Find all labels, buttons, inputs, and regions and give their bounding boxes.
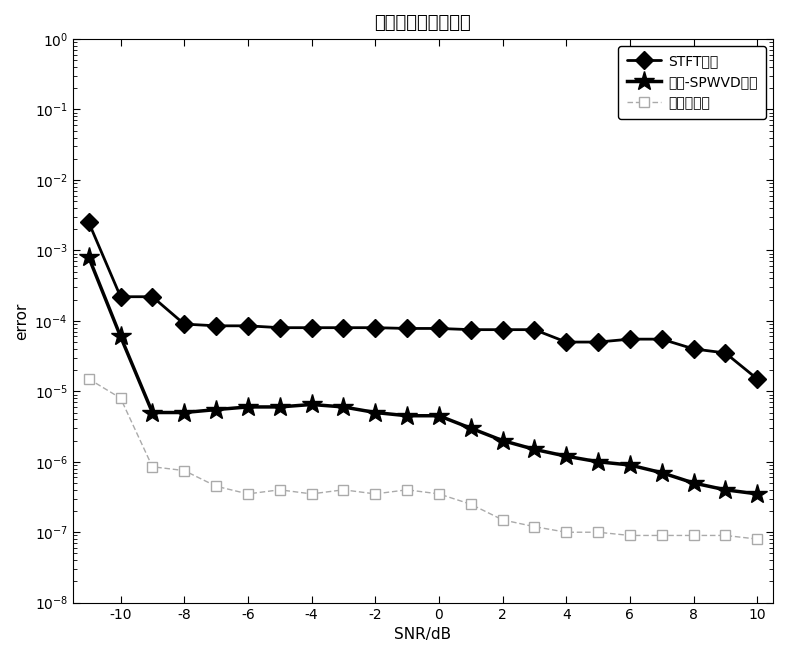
STFT算法 bbox=[402, 325, 412, 333]
本发明算法 bbox=[275, 486, 284, 494]
谱图-SPWVD算法 bbox=[657, 469, 667, 477]
谱图-SPWVD算法 bbox=[116, 333, 125, 340]
谱图-SPWVD算法 bbox=[307, 401, 316, 409]
谱图-SPWVD算法 bbox=[689, 479, 698, 487]
本发明算法 bbox=[466, 501, 475, 508]
Line: 谱图-SPWVD算法: 谱图-SPWVD算法 bbox=[78, 247, 767, 504]
STFT算法 bbox=[466, 326, 475, 334]
本发明算法 bbox=[179, 466, 189, 474]
谱图-SPWVD算法 bbox=[179, 409, 189, 417]
谱图-SPWVD算法 bbox=[466, 424, 475, 432]
谱图-SPWVD算法 bbox=[561, 452, 571, 460]
STFT算法 bbox=[530, 326, 539, 334]
谱图-SPWVD算法 bbox=[84, 253, 94, 261]
Title: 跳周期估计均方误差: 跳周期估计均方误差 bbox=[375, 14, 471, 32]
Line: 本发明算法: 本发明算法 bbox=[84, 374, 762, 544]
谱图-SPWVD算法 bbox=[148, 409, 157, 417]
本发明算法 bbox=[84, 375, 94, 383]
STFT算法 bbox=[84, 218, 94, 226]
Y-axis label: error: error bbox=[14, 302, 29, 340]
STFT算法 bbox=[212, 322, 221, 330]
STFT算法 bbox=[179, 320, 189, 328]
STFT算法 bbox=[434, 325, 444, 333]
STFT算法 bbox=[625, 335, 634, 343]
谱图-SPWVD算法 bbox=[243, 403, 253, 411]
STFT算法 bbox=[275, 324, 284, 332]
本发明算法 bbox=[752, 535, 762, 543]
谱图-SPWVD算法 bbox=[593, 458, 603, 466]
谱图-SPWVD算法 bbox=[498, 437, 508, 445]
谱图-SPWVD算法 bbox=[434, 412, 444, 420]
本发明算法 bbox=[243, 490, 253, 498]
Legend: STFT算法, 谱图-SPWVD算法, 本发明算法: STFT算法, 谱图-SPWVD算法, 本发明算法 bbox=[619, 46, 767, 119]
谱图-SPWVD算法 bbox=[275, 403, 284, 411]
谱图-SPWVD算法 bbox=[212, 405, 221, 413]
本发明算法 bbox=[371, 490, 380, 498]
本发明算法 bbox=[625, 531, 634, 539]
谱图-SPWVD算法 bbox=[338, 403, 348, 411]
本发明算法 bbox=[116, 394, 125, 402]
STFT算法 bbox=[148, 293, 157, 300]
本发明算法 bbox=[498, 516, 508, 523]
谱图-SPWVD算法 bbox=[752, 490, 762, 498]
STFT算法 bbox=[721, 349, 730, 357]
谱图-SPWVD算法 bbox=[625, 461, 634, 469]
STFT算法 bbox=[498, 326, 508, 334]
本发明算法 bbox=[561, 528, 571, 536]
谱图-SPWVD算法 bbox=[721, 486, 730, 494]
本发明算法 bbox=[530, 523, 539, 531]
谱图-SPWVD算法 bbox=[530, 445, 539, 453]
Line: STFT算法: STFT算法 bbox=[83, 216, 763, 385]
本发明算法 bbox=[338, 486, 348, 494]
本发明算法 bbox=[434, 490, 444, 498]
STFT算法 bbox=[371, 324, 380, 332]
X-axis label: SNR/dB: SNR/dB bbox=[394, 627, 452, 642]
本发明算法 bbox=[689, 531, 698, 539]
STFT算法 bbox=[657, 335, 667, 343]
STFT算法 bbox=[243, 322, 253, 330]
STFT算法 bbox=[752, 375, 762, 383]
本发明算法 bbox=[212, 482, 221, 490]
本发明算法 bbox=[307, 490, 316, 498]
STFT算法 bbox=[116, 293, 125, 300]
本发明算法 bbox=[657, 531, 667, 539]
STFT算法 bbox=[689, 345, 698, 353]
本发明算法 bbox=[593, 528, 603, 536]
STFT算法 bbox=[307, 324, 316, 332]
STFT算法 bbox=[561, 338, 571, 346]
本发明算法 bbox=[721, 531, 730, 539]
STFT算法 bbox=[338, 324, 348, 332]
谱图-SPWVD算法 bbox=[402, 412, 412, 420]
本发明算法 bbox=[148, 463, 157, 471]
STFT算法 bbox=[593, 338, 603, 346]
本发明算法 bbox=[402, 486, 412, 494]
谱图-SPWVD算法 bbox=[371, 409, 380, 417]
